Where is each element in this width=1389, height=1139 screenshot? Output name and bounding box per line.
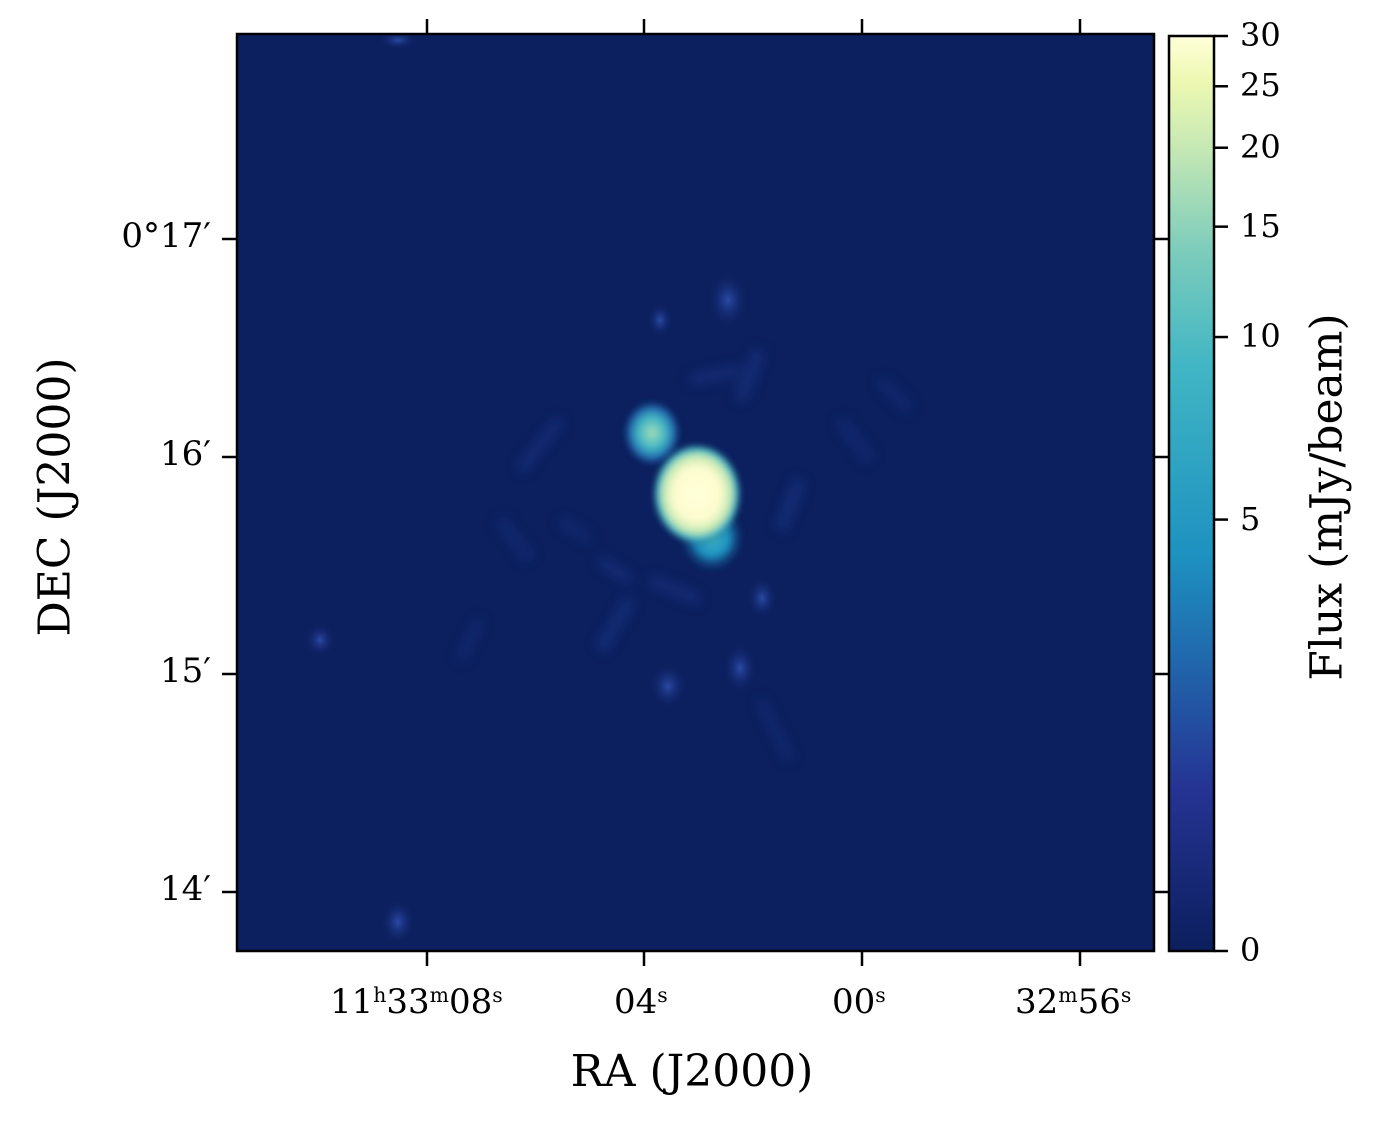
colorbar-ticks — [1214, 34, 1228, 953]
colorbar-tick-label: 5 — [1240, 499, 1261, 538]
faint-source — [722, 642, 758, 694]
y-tick-label: 15′ — [160, 651, 211, 691]
x-tick-label: 00s — [832, 982, 886, 1022]
faint-source — [746, 576, 778, 620]
source-primary — [651, 442, 743, 546]
radio-image — [237, 34, 1154, 951]
colorbar-tick-label: 10 — [1240, 317, 1281, 356]
colorbar-gradient — [1169, 36, 1214, 951]
sidelobe-streaks — [455, 347, 914, 763]
faint-sources — [304, 34, 778, 946]
colorbar-tick-label: 25 — [1240, 66, 1281, 105]
y-tick-label: 0°17′ — [121, 216, 211, 256]
x-axis-title: RA (J2000) — [570, 1046, 814, 1097]
y-tick-label: 16′ — [160, 434, 211, 474]
image-frame — [235, 32, 1156, 953]
colorbar-title: Flux (mJy/beam) — [1301, 313, 1353, 681]
faint-source — [646, 302, 674, 338]
faint-source — [648, 662, 688, 710]
source-nw-companion — [622, 399, 682, 467]
colorbar-tick-label: 30 — [1240, 16, 1281, 54]
x-ticks — [425, 19, 1082, 966]
y-axis-title: DEC (J2000) — [29, 357, 81, 637]
x-tick-label: 04s — [614, 982, 668, 1022]
faint-source — [304, 622, 336, 658]
colorbar-tick-label: 20 — [1240, 127, 1281, 166]
faint-source — [378, 34, 418, 50]
colorbar-tick-label: 0 — [1240, 931, 1261, 969]
x-tick-label: 11h33m08s — [330, 982, 503, 1022]
y-ticks — [222, 237, 1169, 894]
faint-source — [706, 270, 750, 330]
colorbar-frame — [1167, 34, 1216, 953]
faint-source — [380, 898, 416, 946]
x-tick-label: 32m56s — [1015, 982, 1132, 1022]
y-tick-label: 14′ — [160, 869, 211, 909]
colorbar-tick-label: 15 — [1240, 206, 1281, 245]
